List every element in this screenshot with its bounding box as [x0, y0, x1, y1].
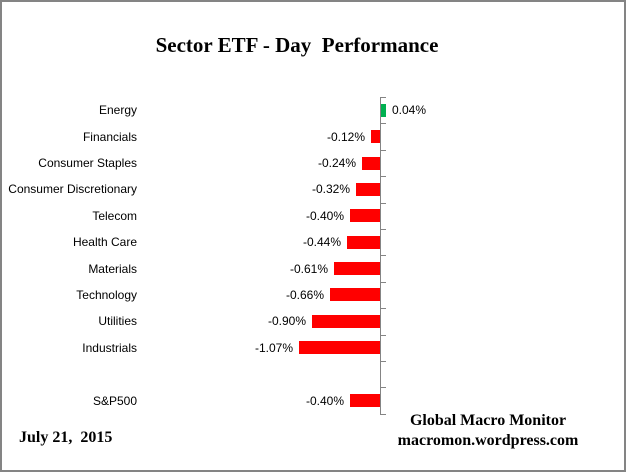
value-label-industrials: -1.07% [254, 341, 293, 355]
value-label-financials: -0.12% [326, 130, 365, 144]
axis-tick [380, 414, 386, 415]
bar-telecom [350, 209, 380, 222]
bar-utilities [312, 315, 380, 328]
axis-tick [380, 229, 386, 230]
category-label-telecom: Telecom [92, 209, 137, 223]
category-label-utilities: Utilities [98, 314, 137, 328]
bar-industrials [299, 341, 380, 354]
axis-tick [380, 282, 386, 283]
axis-tick [380, 361, 386, 362]
axis-tick [380, 255, 386, 256]
bar-materials [334, 262, 380, 275]
value-label-consumer-discretionary: -0.32% [311, 182, 350, 196]
bar-consumer-discretionary [356, 183, 380, 196]
value-label-technology: -0.66% [285, 288, 324, 302]
axis-tick [380, 176, 386, 177]
axis-tick [380, 335, 386, 336]
bar-consumer-staples [362, 157, 380, 170]
bar-s-p500 [350, 394, 380, 407]
axis-tick [380, 150, 386, 151]
footer-date: July 21, 2015 [19, 429, 113, 446]
bar-health-care [347, 236, 380, 249]
category-label-financials: Financials [82, 130, 137, 144]
bar-financials [371, 130, 380, 143]
category-label-health-care: Health Care [72, 235, 137, 249]
attribution-block: Global Macro Monitor macromon.wordpress.… [386, 411, 590, 451]
value-label-health-care: -0.44% [302, 235, 341, 249]
axis-tick [380, 203, 386, 204]
axis-tick [380, 97, 386, 98]
category-label-industrials: Industrials [82, 341, 137, 355]
category-label-consumer-staples: Consumer Staples [38, 156, 137, 170]
value-label-consumer-staples: -0.24% [317, 156, 356, 170]
axis-tick [380, 387, 386, 388]
bar-energy [381, 104, 386, 117]
axis-tick [380, 123, 386, 124]
value-label-telecom: -0.40% [305, 209, 344, 223]
category-label-energy: Energy [98, 103, 137, 117]
category-label-materials: Materials [88, 262, 137, 276]
category-label-consumer-discretionary: Consumer Discretionary [8, 182, 137, 196]
value-label-materials: -0.61% [289, 262, 328, 276]
chart-title: Sector ETF - Day Performance [155, 33, 439, 57]
category-label-technology: Technology [76, 288, 137, 302]
axis-tick [380, 308, 386, 309]
attribution-url: macromon.wordpress.com [397, 432, 579, 449]
value-label-energy: 0.04% [392, 103, 427, 117]
value-label-utilities: -0.90% [267, 314, 306, 328]
category-label-s-p500: S&P500 [92, 394, 137, 408]
attribution-source: Global Macro Monitor [409, 412, 567, 429]
bar-technology [330, 288, 380, 301]
value-label-s-p500: -0.40% [305, 394, 344, 408]
